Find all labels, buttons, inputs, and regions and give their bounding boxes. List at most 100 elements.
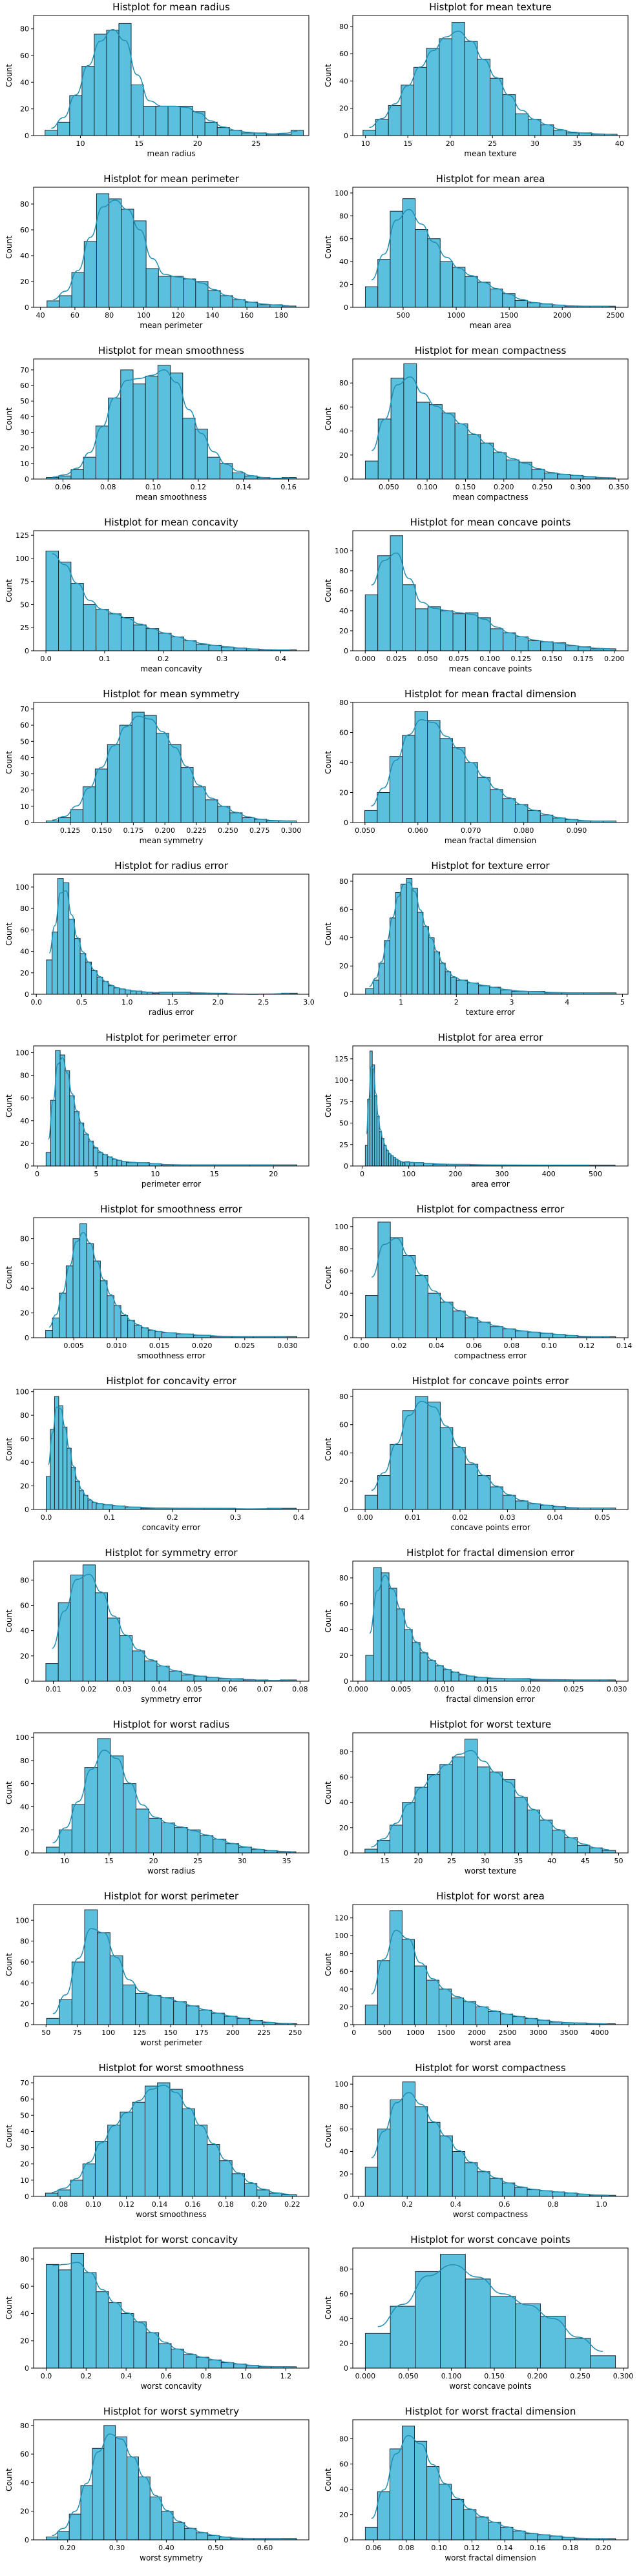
histogram-bar [173,2522,185,2540]
histogram-bar [45,2537,58,2540]
y-tick-label: 20 [339,105,348,113]
x-tick-label: 0.020 [192,1342,213,1350]
kde-curve [53,199,289,307]
histogram-bar [565,132,580,136]
histogram-bar [439,1764,453,1854]
histogram-chart: Histplot for mean perimeter 40 60 80 100 120 1… [5,173,309,330]
histogram-bar [58,1602,71,1682]
histogram-bar [149,2497,162,2540]
y-axis-label: Count [5,1953,14,1976]
plot-frame [352,1560,629,1682]
histogram-bar [414,2106,428,2197]
histogram-bar [438,1988,452,2025]
histogram-bar [107,2124,121,2197]
x-tick-label: 0.50 [207,2544,224,2552]
x-tick-label: 0.030 [277,1342,298,1350]
x-tick-label: 0.30 [109,2544,125,2552]
y-tick-label: 20 [20,2337,29,2346]
y-tick-label: 40 [20,1117,29,1125]
histogram-bar [577,1845,591,1854]
histogram-bar [185,2005,200,2025]
histogram-bar [217,806,231,823]
histogram-bar [435,1665,444,1682]
x-tick-label: 2.0 [213,998,224,1007]
y-tick-label: 20 [20,1826,29,1834]
histogram-bar [377,792,390,823]
x-tick-label: 1500 [437,2029,455,2037]
chart-title: Histplot for worst radius [113,1719,230,1730]
y-tick-label: 20 [339,1312,348,1320]
chart-title: Histplot for worst compactness [415,2062,566,2074]
histogram-bar [465,612,479,651]
y-tick-label: 20 [339,2511,348,2519]
histogram-panel: Histplot for worst concavity 0.0 0.2 0.4 0.6… [0,2233,319,2404]
chart-title: Histplot for worst concavity [105,2234,238,2245]
histogram-bar [168,744,182,823]
y-tick-label: 40 [20,1284,29,1293]
x-tick-label: 0.5 [76,998,88,1007]
histogram-bar [80,2485,93,2540]
y-tick-label: 0 [344,990,348,999]
y-tick-label: 0 [25,2021,29,2029]
histogram-bar [70,809,83,823]
y-tick-label: 80 [339,1574,348,1582]
histogram-bar [157,365,171,480]
histogram-bar [602,1850,616,1854]
x-axis-label: mean compactness [452,493,528,502]
y-tick-label: 60 [20,2282,29,2291]
histogram-bar [393,1157,396,1167]
kde-curve [370,719,610,822]
y-tick-label: 40 [339,607,348,615]
histogram-bar [477,617,491,651]
y-tick-label: 60 [20,2450,29,2458]
histogram-bar [377,1960,390,2025]
histogram-bar [390,1237,404,1338]
histogram-bar [552,1830,565,1854]
histogram-bar [84,1767,98,1854]
histogram-bar [439,2135,453,2197]
histogram-bar [564,1837,578,1854]
histogram-bar [426,1774,441,1854]
histogram-chart: Histplot for concavity error 0.0 0.1 0.2 0.3… [5,1375,309,1532]
plot-frame [33,1389,309,1510]
y-tick-label: 40 [20,2479,29,2487]
x-tick-label: 0.20 [251,2200,267,2209]
histogram-bar [379,1131,382,1167]
y-axis-label: Count [324,236,333,259]
x-axis-label: worst compactness [453,2210,528,2219]
x-tick-label: 15 [381,1857,390,1865]
kde-curve [371,1930,607,2025]
histogram-bar [415,608,428,651]
histogram-bar [465,1739,478,1854]
x-tick-label: 0.0 [41,2372,52,2380]
histogram-bar [127,1320,135,1338]
x-tick-label: 0.250 [532,483,552,491]
kde-curve [48,1232,286,1337]
x-tick-label: 0.06 [366,2544,382,2552]
y-axis-label: Count [324,2125,333,2148]
y-tick-label: 20 [20,1309,29,1318]
plot-frame [33,1904,309,2025]
histogram-bar [416,402,430,480]
x-tick-label: 0.40 [158,2544,174,2552]
histogram-bar [415,2271,441,2369]
y-tick-label: 80 [20,1072,29,1080]
histogram-bar [83,1495,89,1510]
y-axis-label: Count [5,1438,14,1461]
y-tick-label: 60 [339,587,348,595]
x-tick-label: 0.6 [160,2372,172,2380]
chart-title: Histplot for area error [438,1032,543,1043]
y-axis-label: Count [324,579,333,602]
histogram-bar [207,290,221,308]
histogram-bar [131,711,145,823]
x-tick-label: 180 [275,311,288,320]
x-tick-label: 100 [137,311,151,320]
y-tick-label: 0 [344,475,348,484]
histogram-bar [463,2001,477,2025]
x-axis-label: mean symmetry [140,836,204,845]
y-tick-label: 0 [344,2364,348,2373]
chart-title: Histplot for mean perimeter [103,173,239,185]
histogram-bar [161,2511,174,2540]
histogram-bar [171,637,184,651]
